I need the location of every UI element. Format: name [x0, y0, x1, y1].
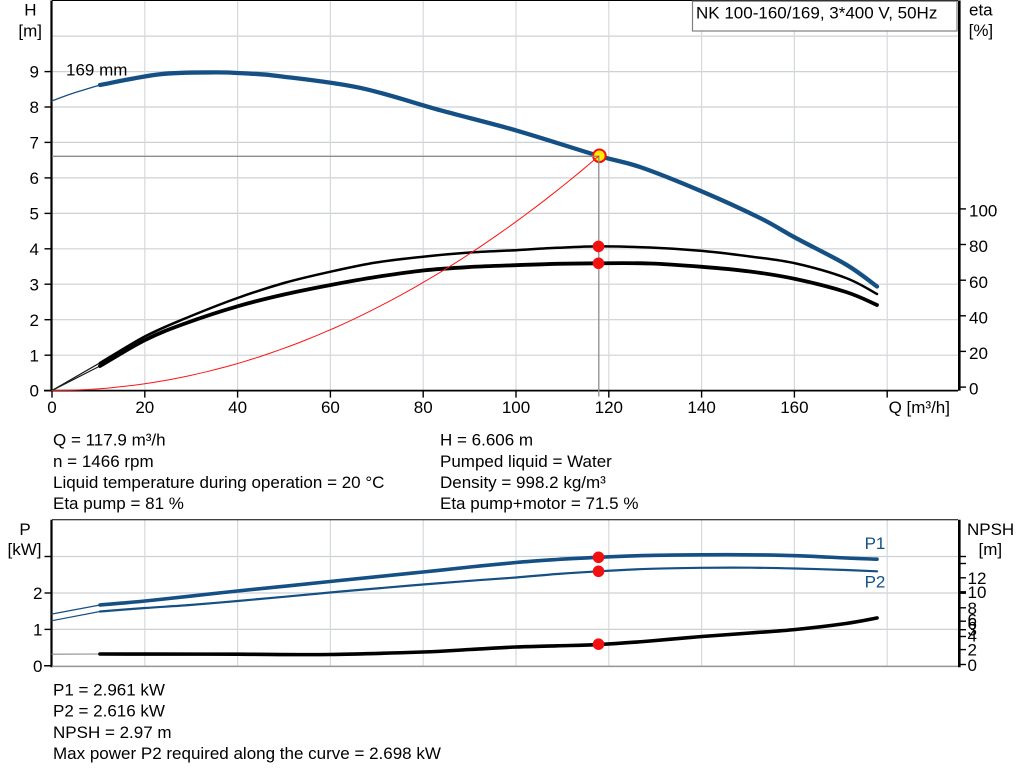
svg-text:0: 0 — [47, 398, 56, 417]
svg-text:20: 20 — [135, 398, 154, 417]
svg-text:H = 6.606 m: H = 6.606 m — [440, 431, 533, 450]
svg-text:0: 0 — [968, 656, 977, 675]
svg-text:6: 6 — [968, 614, 977, 633]
svg-text:2: 2 — [968, 641, 977, 660]
svg-text:140: 140 — [687, 398, 715, 417]
svg-text:[%]: [%] — [969, 21, 994, 40]
svg-text:9: 9 — [30, 63, 39, 82]
svg-text:0: 0 — [969, 379, 978, 398]
svg-text:1: 1 — [30, 346, 39, 365]
svg-text:120: 120 — [595, 398, 623, 417]
svg-text:160: 160 — [780, 398, 808, 417]
svg-text:4: 4 — [30, 240, 39, 259]
svg-text:NPSH = 2.97 m: NPSH = 2.97 m — [53, 723, 172, 742]
svg-text:Density = 998.2 kg/m³: Density = 998.2 kg/m³ — [440, 473, 606, 492]
svg-text:5: 5 — [30, 205, 39, 224]
svg-text:80: 80 — [969, 237, 988, 256]
svg-text:Q [m³/h]: Q [m³/h] — [889, 398, 950, 417]
svg-text:P1 = 2.961 kW: P1 = 2.961 kW — [53, 680, 165, 699]
svg-text:169 mm: 169 mm — [66, 61, 127, 80]
svg-text:n = 1466 rpm: n = 1466 rpm — [53, 452, 154, 471]
svg-text:0: 0 — [33, 657, 42, 676]
svg-text:8: 8 — [968, 599, 977, 618]
svg-text:Q = 117.9 m³/h: Q = 117.9 m³/h — [53, 431, 166, 450]
svg-text:100: 100 — [502, 398, 530, 417]
svg-text:6: 6 — [30, 169, 39, 188]
svg-text:6: 6 — [968, 610, 977, 629]
svg-text:8: 8 — [30, 98, 39, 117]
svg-text:2: 2 — [33, 584, 42, 603]
svg-text:P2 = 2.616 kW: P2 = 2.616 kW — [53, 702, 165, 721]
svg-text:Pumped liquid = Water: Pumped liquid = Water — [440, 452, 612, 471]
svg-text:NK 100-160/169, 3*400 V, 50Hz: NK 100-160/169, 3*400 V, 50Hz — [696, 4, 937, 23]
svg-text:3: 3 — [30, 275, 39, 294]
svg-text:eta: eta — [969, 0, 993, 19]
svg-text:10: 10 — [968, 583, 987, 602]
svg-text:4: 4 — [968, 627, 977, 646]
svg-text:60: 60 — [969, 273, 988, 292]
svg-text:H: H — [24, 0, 36, 19]
svg-text:20: 20 — [969, 344, 988, 363]
svg-text:[m]: [m] — [18, 21, 42, 40]
svg-text:[kW]: [kW] — [8, 540, 42, 559]
svg-text:80: 80 — [414, 398, 433, 417]
svg-text:40: 40 — [969, 308, 988, 327]
svg-text:P1: P1 — [865, 534, 886, 553]
svg-text:60: 60 — [321, 398, 340, 417]
svg-text:3: 3 — [968, 620, 977, 639]
svg-text:Eta pump+motor = 71.5 %: Eta pump+motor = 71.5 % — [440, 494, 638, 513]
svg-text:40: 40 — [228, 398, 247, 417]
svg-text:Liquid temperature during oper: Liquid temperature during operation = 20… — [53, 473, 384, 492]
svg-text:[m]: [m] — [978, 540, 1002, 559]
svg-text:12: 12 — [968, 569, 987, 588]
svg-text:2: 2 — [30, 311, 39, 330]
svg-text:Max power P2 required along th: Max power P2 required along the curve = … — [53, 744, 441, 763]
svg-text:7: 7 — [30, 134, 39, 153]
svg-text:1: 1 — [33, 621, 42, 640]
svg-text:0: 0 — [30, 382, 39, 401]
svg-text:100: 100 — [969, 202, 997, 221]
svg-text:P: P — [19, 520, 30, 539]
svg-text:Eta pump = 81 %: Eta pump = 81 % — [53, 494, 184, 513]
svg-text:P2: P2 — [865, 573, 886, 592]
svg-text:NPSH: NPSH — [967, 520, 1014, 539]
